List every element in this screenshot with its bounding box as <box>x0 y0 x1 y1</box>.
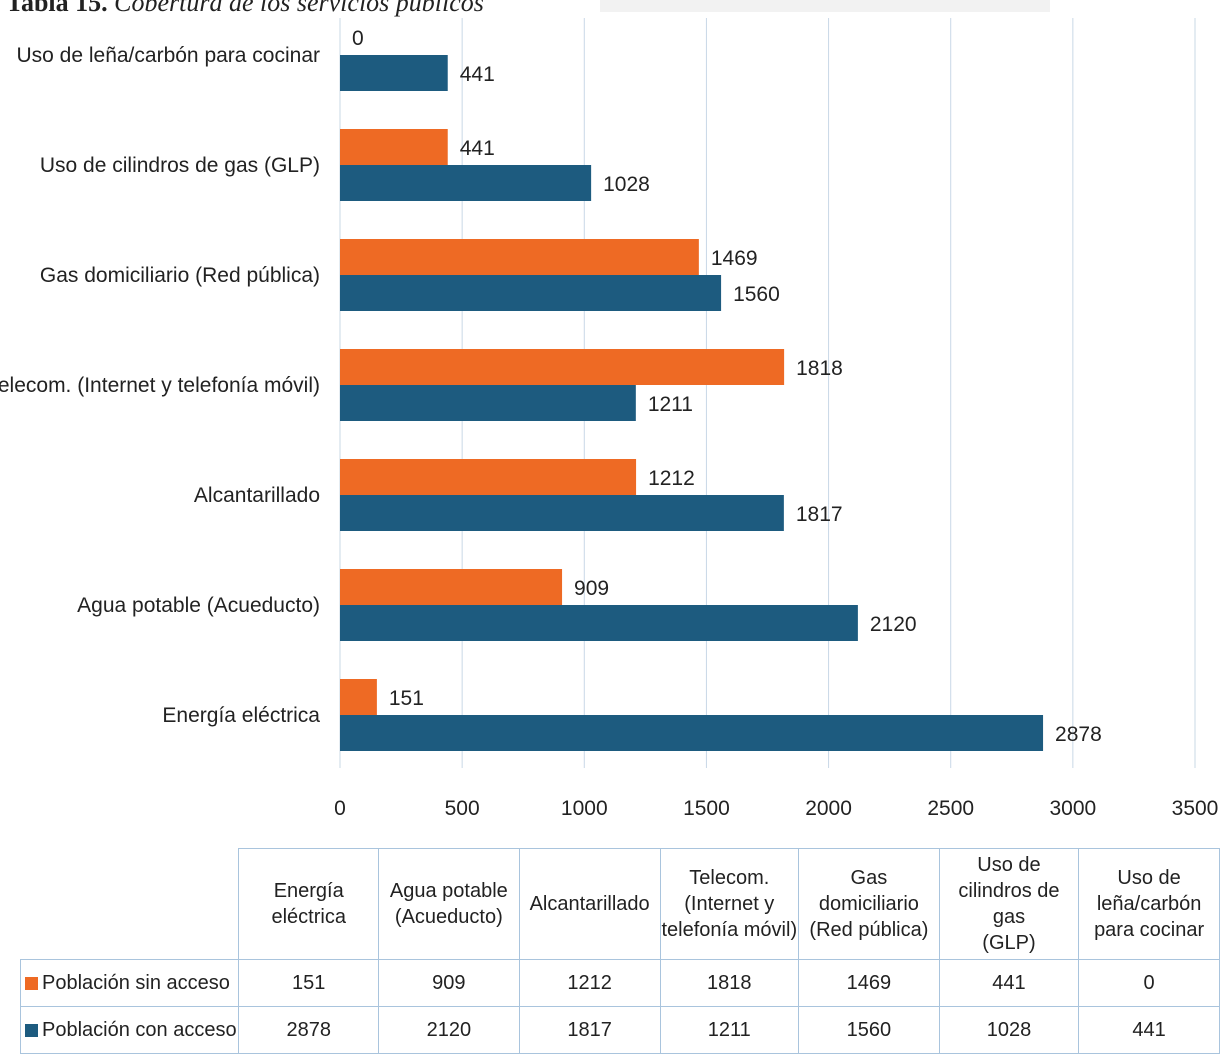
table-header-cell: Energía eléctrica <box>238 848 379 960</box>
table-header-text: cilindros de gas <box>958 880 1060 928</box>
bar <box>340 349 785 385</box>
table-header-text: para cocinar <box>1094 919 1205 941</box>
table-header-text: eléctrica <box>271 906 346 928</box>
category-label: Agua potable (Acueducto) <box>77 594 320 617</box>
table-header-text: Uso de <box>977 854 1041 876</box>
table-header-text: (Red pública) <box>809 919 929 941</box>
data-label: 1469 <box>711 247 758 270</box>
x-tick-label: 2000 <box>805 797 852 820</box>
table-header-text: Telecom. <box>689 867 770 889</box>
label-layer: 0 500 1000 1500 2000 2500 3000 3500 Energía eléc… <box>0 27 1218 820</box>
table-header-text: Alcantarillado <box>529 893 650 915</box>
legend-swatch <box>25 977 38 990</box>
bar <box>340 605 858 641</box>
data-label: 1028 <box>603 173 650 196</box>
table-body: Población sin acceso 151 909 1212 1818 1469 44… <box>19 959 1220 1054</box>
table-header-text: telefonía móvil) <box>661 919 798 941</box>
table-header-row: Energía eléctrica Agua potable (Acueducto) A… <box>20 848 1220 960</box>
bar-layer <box>340 55 1044 751</box>
bar <box>340 385 636 421</box>
category-label: Telecom. (Internet y telefonía móvil) <box>0 374 320 397</box>
x-tick-label: 500 <box>445 797 480 820</box>
bar <box>340 569 563 605</box>
bar <box>340 495 784 531</box>
category-label: Uso de leña/carbón para cocinar <box>16 44 320 67</box>
bar <box>340 715 1044 751</box>
category-label: Gas domiciliario (Red pública) <box>40 264 320 287</box>
table-cell: 441 <box>938 959 1080 1007</box>
table-cell: 1211 <box>659 1006 800 1054</box>
data-label: 909 <box>574 577 609 600</box>
table-cell: 1560 <box>798 1006 940 1054</box>
table-header-text: leña/carbón <box>1096 893 1202 915</box>
data-label: 151 <box>389 687 424 710</box>
data-table: Energía eléctrica Agua potable (Acueducto) A… <box>19 848 1220 1054</box>
legend-swatch <box>25 1024 38 1037</box>
table-cell: 1212 <box>518 959 661 1007</box>
table-header-text: (GLP) <box>982 932 1036 954</box>
table-header-text: domiciliario <box>818 893 919 915</box>
data-label: 2120 <box>870 613 917 636</box>
table-cell: 0 <box>1078 959 1220 1007</box>
data-label: 0 <box>352 27 364 50</box>
caption-label: Tabla 15. <box>6 0 108 17</box>
table-header-cell: Telecom. (Internet y telefonía móvil) <box>659 848 800 960</box>
x-tick-label: 1000 <box>561 797 608 820</box>
table-header-text: Agua potable <box>389 880 508 902</box>
bar <box>340 55 448 91</box>
table-cell: 909 <box>377 959 520 1007</box>
category-label: Uso de cilindros de gas (GLP) <box>40 154 320 177</box>
data-label: 441 <box>460 137 495 160</box>
bar <box>340 459 637 495</box>
category-label: Energía eléctrica <box>162 704 320 727</box>
legend-label: Población con acceso <box>42 1019 237 1041</box>
bar <box>340 275 722 311</box>
x-tick-label: 0 <box>334 797 346 820</box>
table-header-text: Gas <box>850 867 888 889</box>
data-label: 1560 <box>733 283 780 306</box>
table-cell: 1028 <box>938 1006 1080 1054</box>
table-row: Población con acceso 2878 2120 1817 1211 1560… <box>19 1006 1220 1054</box>
table-caption: Tabla 15. Cobertura de los servicios púb… <box>6 0 484 18</box>
data-label: 1212 <box>648 467 695 490</box>
data-label: 1818 <box>796 357 843 380</box>
table-header-text: Uso de <box>1117 867 1181 889</box>
table-row: Población sin acceso 151 909 1212 1818 1469 44… <box>19 959 1220 1007</box>
data-label: 1211 <box>648 393 693 416</box>
table-header-text: (Internet y <box>684 893 775 915</box>
table-cell: 151 <box>238 959 379 1007</box>
bar <box>340 239 699 275</box>
x-tick-label: 3500 <box>1172 797 1219 820</box>
table-cell: 2120 <box>377 1006 520 1054</box>
table-header-text: (Acueducto) <box>394 906 503 928</box>
table-header-cell: Uso de cilindros de gas (GLP) <box>938 848 1080 960</box>
legend-label: Población sin acceso <box>42 972 230 994</box>
table-cell: 1818 <box>659 959 800 1007</box>
category-label: Alcantarillado <box>194 484 320 507</box>
legend-cell: Población sin acceso <box>19 959 240 1007</box>
data-label: 2878 <box>1055 723 1102 746</box>
table-header-cell: Gas domiciliario (Red pública) <box>798 848 940 960</box>
caption-band <box>600 0 1050 12</box>
bar-chart: 0 500 1000 1500 2000 2500 3000 3500 Energía eléc… <box>0 18 1218 820</box>
table-cell: 1817 <box>518 1006 661 1054</box>
table-header-cell: Uso de leña/carbón para cocinar <box>1078 848 1220 960</box>
bar <box>340 679 377 715</box>
bar <box>340 129 448 165</box>
x-tick-label: 3000 <box>1049 797 1096 820</box>
table-header-text: Energía <box>273 880 344 902</box>
legend-cell: Población con acceso <box>19 1006 240 1054</box>
table-cell: 441 <box>1078 1006 1220 1054</box>
data-label: 1817 <box>796 503 843 526</box>
table-header-cell: Agua potable (Acueducto) <box>377 848 520 960</box>
table-cell: 1469 <box>798 959 940 1007</box>
data-label: 441 <box>460 63 495 86</box>
bar <box>340 165 592 201</box>
x-tick-label: 2500 <box>927 797 974 820</box>
table-header-cell: Alcantarillado <box>518 848 661 960</box>
caption-text: Cobertura de los servicios públicos <box>114 0 484 17</box>
table-corner-cell <box>20 848 240 960</box>
table-cell: 2878 <box>238 1006 379 1054</box>
x-tick-label: 1500 <box>683 797 730 820</box>
